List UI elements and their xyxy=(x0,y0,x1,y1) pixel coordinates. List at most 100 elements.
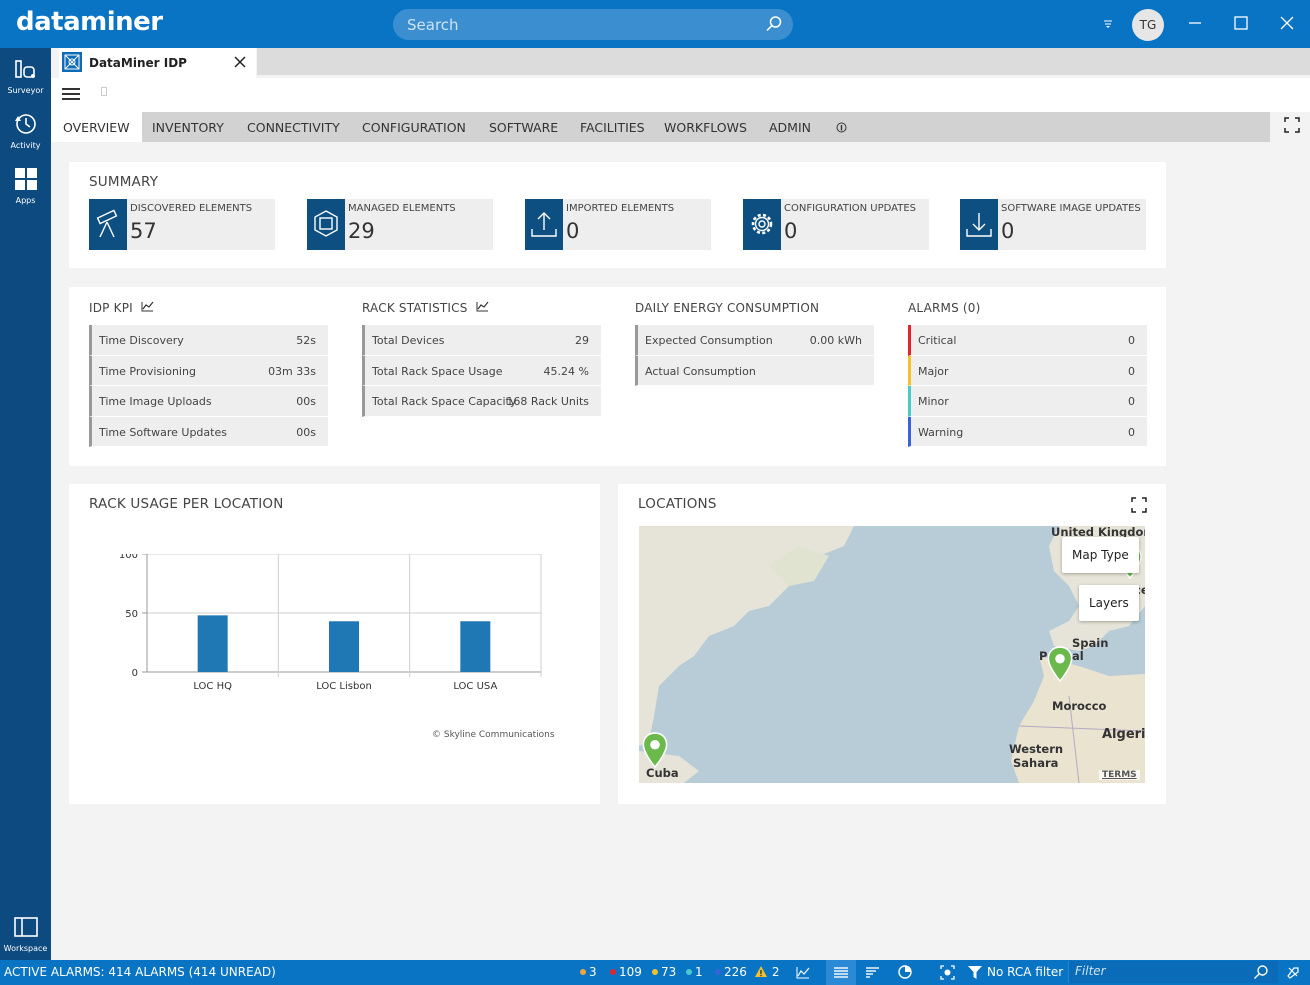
search-icon[interactable] xyxy=(1253,964,1269,980)
fullscreen-icon[interactable] xyxy=(1283,116,1301,134)
tile-value: 0 xyxy=(784,219,798,243)
user-avatar[interactable]: TG xyxy=(1132,9,1164,41)
tab-connectivity[interactable]: CONNECTIVITY xyxy=(247,120,340,135)
minimize-icon[interactable] xyxy=(1184,12,1206,34)
row-value: 0.00 kWh xyxy=(809,334,862,347)
row-value: 29 xyxy=(575,334,589,347)
row-key: Time Software Updates xyxy=(99,425,227,439)
alarm-row-critical[interactable]: Critical 0 xyxy=(908,325,1147,356)
alarm-row-warning[interactable]: Warning 0 xyxy=(908,416,1147,447)
hamburger-menu-icon[interactable] xyxy=(62,88,80,102)
status-dot xyxy=(610,969,616,975)
alarm-count-major[interactable]: 73 xyxy=(652,965,676,979)
map-label-france-fragment: ce xyxy=(1134,583,1145,597)
active-alarms-summary[interactable]: ACTIVE ALARMS: 414 ALARMS (414 UNREAD) xyxy=(4,965,276,979)
table-row: Time Discovery 52s xyxy=(89,325,328,356)
rack-usage-bar-chart: 0 50 100 LOC HQ LOC Lisbon LOC USA xyxy=(119,554,542,692)
overview-content: SUMMARY DISCOVERED ELEMENTS 57 MANAGED E… xyxy=(51,142,1310,960)
row-value: 0 xyxy=(1128,395,1135,408)
map-fullscreen-icon[interactable] xyxy=(1130,496,1148,514)
row-key: Total Devices xyxy=(372,334,445,347)
notice-count[interactable]: 2 xyxy=(754,965,779,979)
alarm-filter-input[interactable] xyxy=(1075,964,1245,978)
locations-map[interactable]: United Kingdom Spain P al Morocco Algeri… xyxy=(639,526,1145,783)
tile-value: 0 xyxy=(1001,219,1015,243)
table-row: Time Provisioning 03m 33s xyxy=(89,355,328,386)
map-terms-link[interactable]: TERMS xyxy=(1099,770,1140,780)
rail-surveyor[interactable]: Surveyor xyxy=(0,48,51,100)
tab-workflows[interactable]: WORKFLOWS xyxy=(664,120,747,135)
status-bar-settings-icon[interactable] xyxy=(1286,965,1300,979)
idp-app-icon xyxy=(62,52,82,72)
trend-chart-icon[interactable] xyxy=(476,301,489,312)
energy-title: DAILY ENERGY CONSUMPTION xyxy=(635,301,820,315)
tile-label: MANAGED ELEMENTS xyxy=(348,203,456,214)
trend-chart-icon[interactable] xyxy=(796,966,810,979)
tile-software-image-updates[interactable]: SOFTWARE IMAGE UPDATES 0 xyxy=(960,199,1146,250)
alarm-count: 1 xyxy=(695,965,703,979)
surveyor-icon xyxy=(14,60,35,78)
notice-count-value: 2 xyxy=(771,965,780,979)
table-row: Time Image Uploads 00s xyxy=(89,386,328,417)
sort-lines-icon[interactable] xyxy=(866,967,880,978)
tile-managed-elements[interactable]: MANAGED ELEMENTS 29 xyxy=(307,199,493,250)
row-key: Total Rack Space Capacity xyxy=(372,395,517,408)
tab-strip-background xyxy=(257,48,1310,75)
tab-facilities[interactable]: FACILITIES xyxy=(580,120,645,135)
maximize-icon[interactable] xyxy=(1230,12,1252,34)
tile-value: 29 xyxy=(348,219,375,243)
tab-overview[interactable]: OVERVIEW xyxy=(51,112,142,142)
page-icon[interactable] xyxy=(101,87,107,96)
alarm-filter-box[interactable] xyxy=(1068,961,1278,983)
rail-activity[interactable]: Activity xyxy=(0,103,51,155)
alarm-count: 109 xyxy=(619,965,642,979)
search-icon[interactable] xyxy=(765,15,783,33)
alarm-row-major[interactable]: Major 0 xyxy=(908,355,1147,386)
tab-dataminer-idp[interactable]: DataMiner IDP xyxy=(59,48,256,78)
row-value: 00s xyxy=(296,395,316,408)
tab-configuration[interactable]: CONFIGURATION xyxy=(362,120,466,135)
tab-admin[interactable]: ADMIN xyxy=(769,120,811,135)
rack-stats-table: Total Devices 29 Total Rack Space Usage 45… xyxy=(362,325,601,417)
tab-inventory[interactable]: INVENTORY xyxy=(152,120,224,135)
dropdown-filter-icon[interactable] xyxy=(1103,19,1113,29)
alarm-count-warning[interactable]: 226 xyxy=(715,965,747,979)
search-input[interactable] xyxy=(407,14,747,35)
alarm-count-timeout[interactable]: 3 xyxy=(580,965,597,979)
filter-funnel-icon[interactable] xyxy=(968,966,982,979)
locations-card: LOCATIONS United Kingdom Spain P al Moro… xyxy=(618,484,1166,804)
tab-software[interactable]: SOFTWARE xyxy=(489,120,559,135)
map-layers-button[interactable]: Layers xyxy=(1079,585,1139,621)
tile-configuration-updates[interactable]: CONFIGURATION UPDATES 0 xyxy=(743,199,929,250)
alarm-row-minor[interactable]: Minor 0 xyxy=(908,386,1147,417)
close-tab-icon[interactable] xyxy=(233,55,247,69)
tile-label: DISCOVERED ELEMENTS xyxy=(130,203,253,214)
map-label-sahara: Sahara xyxy=(1013,756,1059,770)
table-row: Total Devices 29 xyxy=(362,325,601,356)
table-row: Expected Consumption 0.00 kWh xyxy=(635,325,874,356)
idp-kpi-table: Time Discovery 52s Time Provisioning 03m 3… xyxy=(89,325,328,447)
close-window-icon[interactable] xyxy=(1276,12,1298,34)
focus-target-icon[interactable] xyxy=(940,965,955,980)
search-box[interactable] xyxy=(393,9,793,40)
app-toolbar xyxy=(51,78,1310,112)
row-value: 45.24 % xyxy=(543,364,589,378)
map-type-button[interactable]: Map Type xyxy=(1062,537,1139,573)
rail-workspace[interactable]: Workspace xyxy=(0,906,51,958)
pie-chart-icon[interactable] xyxy=(898,965,912,979)
tile-imported-elements[interactable]: IMPORTED ELEMENTS 0 xyxy=(525,199,711,250)
location-pin-icon[interactable] xyxy=(1047,646,1073,682)
row-value: 00s xyxy=(296,425,316,439)
alarm-count-minor[interactable]: 1 xyxy=(686,965,703,979)
tile-discovered-elements[interactable]: DISCOVERED ELEMENTS 57 xyxy=(89,199,275,250)
trend-chart-icon[interactable] xyxy=(141,301,154,312)
info-icon[interactable] xyxy=(836,122,847,133)
map-label-uk: United Kingdom xyxy=(1051,526,1145,539)
rca-filter-label[interactable]: No RCA filter xyxy=(987,965,1064,979)
location-pin-icon[interactable] xyxy=(642,732,668,768)
rail-apps[interactable]: Apps xyxy=(0,158,51,210)
bar xyxy=(197,615,228,672)
alarm-count-critical[interactable]: 109 xyxy=(610,965,642,979)
alarms-table: Critical 0 Major 0 Minor 0 Warning 0 xyxy=(908,325,1147,447)
list-view-toggle[interactable] xyxy=(826,960,856,985)
